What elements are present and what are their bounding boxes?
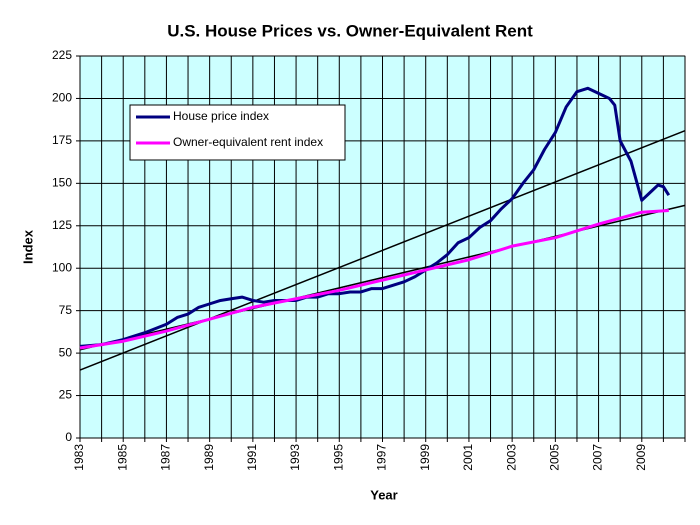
x-tick-label: 1983	[72, 444, 86, 471]
y-tick-label: 225	[52, 48, 72, 62]
y-tick-label: 75	[59, 303, 73, 317]
y-tick-label: 150	[52, 176, 72, 190]
y-tick-label: 175	[52, 133, 72, 147]
chart-title: U.S. House Prices vs. Owner-Equivalent R…	[167, 21, 533, 40]
x-tick-label: 1993	[288, 444, 302, 471]
x-tick-label: 2007	[591, 444, 605, 471]
x-tick-label: 1997	[375, 444, 389, 471]
x-axis-title: Year	[370, 487, 397, 502]
y-tick-label: 25	[59, 388, 73, 402]
x-tick-label: 1991	[245, 444, 259, 471]
legend-label: Owner-equivalent rent index	[173, 135, 323, 149]
series-line	[79, 86, 671, 348]
series-line	[79, 209, 669, 350]
x-tick-label: 2005	[548, 444, 562, 471]
x-tick-label: 1995	[331, 444, 345, 471]
x-tick-label: 1999	[418, 444, 432, 471]
legend-box	[129, 104, 346, 161]
y-tick-label: 125	[52, 218, 72, 232]
y-tick-label: 100	[52, 260, 72, 274]
x-tick-label: 1985	[115, 444, 129, 471]
y-tick-label: 0	[65, 430, 72, 444]
x-tick-label: 2009	[634, 444, 648, 471]
x-tick-label: 2003	[504, 444, 518, 471]
y-tick-label: 200	[52, 91, 72, 105]
legend-label: House price index	[173, 109, 269, 123]
y-axis-title: Index	[20, 229, 35, 264]
x-tick-label: 2001	[461, 444, 475, 471]
y-tick-label: 50	[59, 345, 73, 359]
trend-line	[79, 130, 686, 371]
x-tick-label: 1989	[202, 444, 216, 471]
x-tick-label: 1987	[159, 444, 173, 471]
